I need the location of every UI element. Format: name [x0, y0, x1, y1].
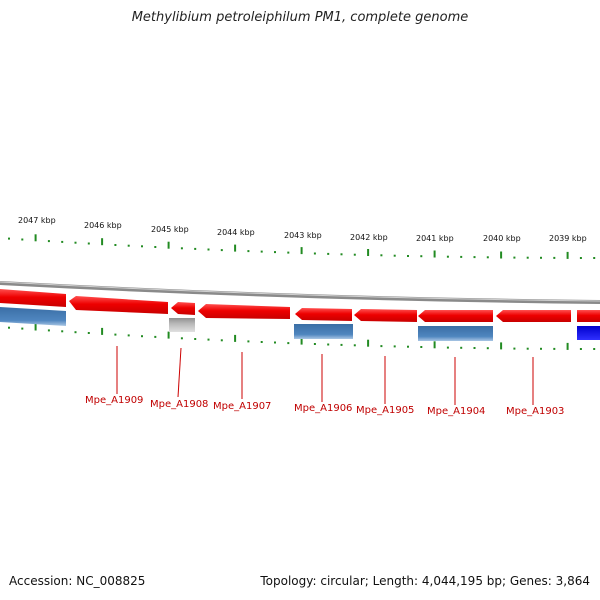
- gene-label[interactable]: Mpe_A1904: [427, 406, 485, 417]
- scale-labels: 2047 kbp 2046 kbp 2045 kbp 2044 kbp 2043…: [18, 216, 587, 243]
- scale-label: 2039 kbp: [549, 234, 587, 243]
- feature-boxes: [0, 307, 600, 341]
- scale-label: 2042 kbp: [350, 233, 388, 242]
- gene-label[interactable]: Mpe_A1906: [294, 403, 352, 414]
- scale-label: 2043 kbp: [284, 231, 322, 240]
- gene-arrow[interactable]: [69, 296, 168, 314]
- genome-summary-text: Topology: circular; Length: 4,044,195 bp…: [260, 574, 590, 588]
- gene-labels: Mpe_A1909 Mpe_A1908 Mpe_A1907 Mpe_A1906 …: [85, 395, 564, 417]
- scale-label: 2041 kbp: [416, 234, 454, 243]
- feature-box[interactable]: [0, 307, 66, 326]
- gene-callouts: [116, 346, 534, 405]
- gene-label[interactable]: Mpe_A1905: [356, 405, 414, 416]
- gene-label[interactable]: Mpe_A1908: [150, 399, 208, 410]
- backbone-arc: [0, 281, 600, 304]
- gene-arrow[interactable]: [198, 304, 290, 319]
- gene-arrow[interactable]: [577, 310, 600, 322]
- gene-arrow[interactable]: [418, 310, 493, 322]
- feature-box[interactable]: [294, 324, 353, 339]
- scale-label: 2046 kbp: [84, 221, 122, 230]
- scale-label: 2044 kbp: [217, 228, 255, 237]
- gene-arrows: [0, 289, 600, 322]
- scale-label: 2040 kbp: [483, 234, 521, 243]
- gene-arrow[interactable]: [496, 310, 571, 322]
- gene-label[interactable]: Mpe_A1909: [85, 395, 143, 406]
- gene-label[interactable]: Mpe_A1907: [213, 401, 271, 412]
- map-title: Methylibium petroleiphilum PM1, complete…: [131, 10, 469, 25]
- scale-label: 2047 kbp: [18, 216, 56, 225]
- gene-arrow[interactable]: [354, 309, 417, 322]
- feature-box[interactable]: [169, 318, 195, 332]
- backbone-arc-highlight: [0, 281, 600, 302]
- gene-arrow[interactable]: [0, 289, 66, 307]
- accession-text: Accession: NC_008825: [9, 574, 146, 588]
- feature-box[interactable]: [577, 326, 600, 340]
- scale-label: 2045 kbp: [151, 225, 189, 234]
- gene-arrow[interactable]: [171, 302, 195, 315]
- gene-label[interactable]: Mpe_A1903: [506, 406, 564, 417]
- upper-tick-row: [8, 234, 596, 259]
- callout-line: [177, 347, 182, 398]
- feature-box[interactable]: [418, 326, 493, 341]
- lower-tick-row: [8, 323, 596, 350]
- gene-arrow[interactable]: [295, 308, 352, 321]
